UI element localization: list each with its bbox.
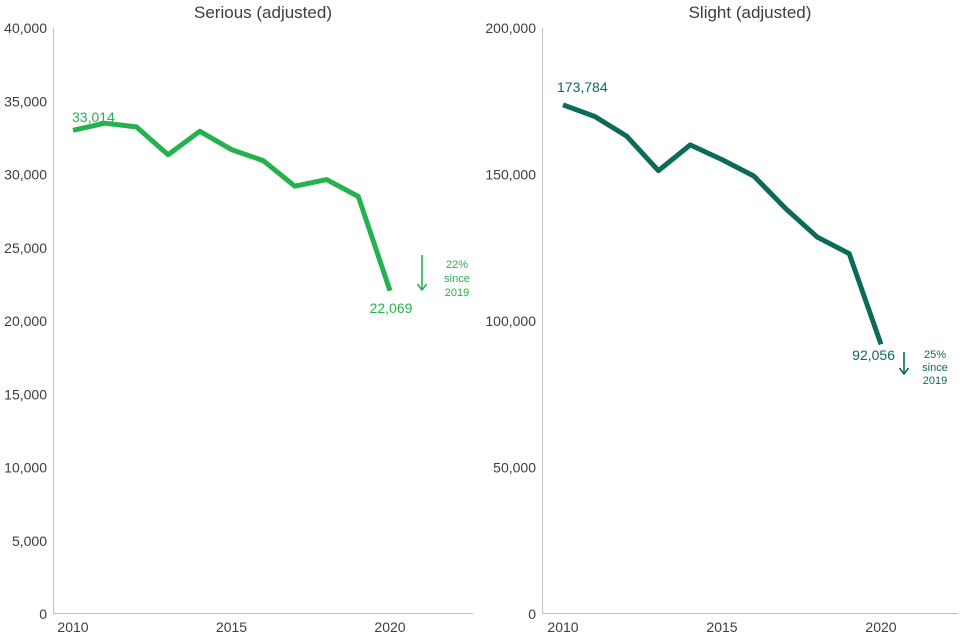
y-tick-label: 10,000 — [4, 460, 47, 476]
first-point-label: 33,014 — [72, 109, 115, 125]
annotation-text: since — [444, 273, 470, 285]
chart-panel: 0 50,000 100,000 150,000 200,000 2010 2015 2020… — [485, 20, 958, 635]
y-tick-label: 200,000 — [485, 20, 536, 36]
y-tick-label: 40,000 — [4, 20, 47, 36]
chart-title-serious: Serious (adjusted) — [194, 3, 332, 22]
x-tick-label: 2010 — [57, 619, 88, 635]
chart-panel: 0 5,000 10,000 15,000 20,000 25,000 30,000 35,0… — [4, 20, 473, 635]
x-tick-label: 2015 — [706, 619, 737, 635]
x-tick-label: 2015 — [216, 619, 247, 635]
data-line — [562, 102, 884, 346]
y-tick-label: 150,000 — [485, 167, 536, 183]
down-arrow-head — [899, 367, 909, 375]
annotation-text: 22% — [446, 259, 468, 271]
annotation-text: since — [922, 362, 948, 374]
annotation-text: 2019 — [445, 287, 469, 299]
x-tick-label: 2010 — [547, 619, 578, 635]
y-tick-label: 20,000 — [4, 313, 47, 329]
down-arrow-head — [417, 283, 427, 291]
y-tick-label: 100,000 — [485, 313, 536, 329]
y-tick-label: 5,000 — [12, 533, 47, 549]
last-point-label: 22,069 — [370, 300, 413, 316]
last-point-label: 92,056 — [852, 347, 895, 363]
y-tick-label: 15,000 — [4, 386, 47, 402]
first-point-label: 173,784 — [557, 79, 608, 95]
annotation-text: 2019 — [923, 375, 947, 387]
y-tick-label: 25,000 — [4, 240, 47, 256]
y-tick-label: 30,000 — [4, 167, 47, 183]
y-tick-label: 0 — [528, 606, 536, 622]
y-tick-label: 0 — [39, 606, 47, 622]
x-tick-label: 2020 — [374, 619, 405, 635]
x-tick-label: 2020 — [865, 619, 896, 635]
data-line — [72, 120, 393, 292]
annotation-text: 25% — [924, 349, 946, 361]
y-tick-label: 35,000 — [4, 93, 47, 109]
annotation: 22% since 2019 — [417, 255, 470, 299]
y-tick-label: 50,000 — [493, 460, 536, 476]
chart-title-slight: Slight (adjusted) — [688, 3, 812, 22]
